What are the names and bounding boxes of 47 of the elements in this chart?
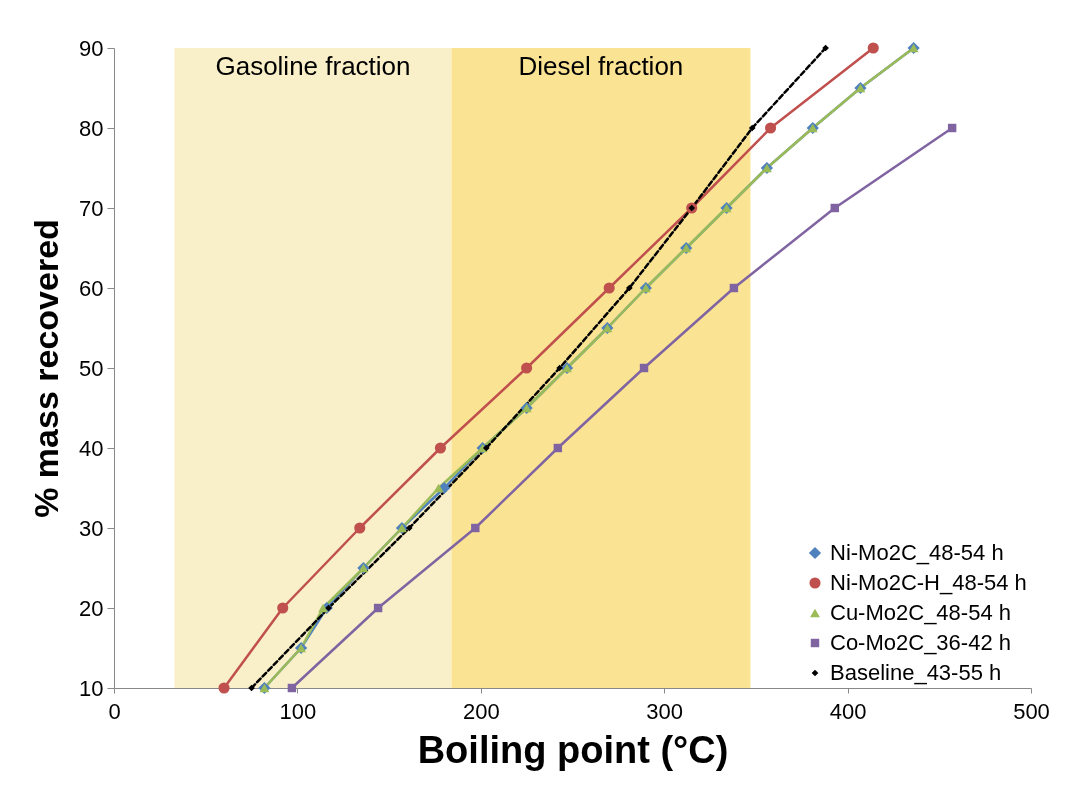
- x-tick-label: 500: [1013, 698, 1050, 724]
- y-tick-label: 40: [79, 435, 104, 461]
- y-tick-label: 30: [79, 515, 104, 541]
- legend-label: Ni-Mo2C_48-54 h: [830, 540, 1004, 565]
- x-tick-label: 100: [279, 698, 317, 724]
- point: [729, 283, 739, 293]
- x-axis-title: Boiling point (°C): [417, 728, 729, 771]
- x-tick-label: 0: [108, 698, 121, 724]
- point: [626, 284, 633, 292]
- x-tick-label: 300: [646, 698, 684, 724]
- point: [433, 483, 444, 493]
- point: [287, 683, 297, 693]
- y-axis-title: % mass recovered: [27, 219, 66, 518]
- legend-label: Ni-Mo2C-H_48-54 h: [830, 570, 1027, 595]
- point: [373, 603, 383, 613]
- y-tick-label: 60: [79, 275, 104, 301]
- point: [471, 523, 480, 533]
- legend-label: Baseline_43-55 h: [830, 660, 1002, 685]
- y-tick-label: 80: [79, 115, 104, 141]
- point: [748, 124, 756, 132]
- point: [603, 282, 615, 294]
- band-label: Gasoline fraction: [215, 51, 411, 81]
- point: [867, 42, 879, 54]
- x-tick-label: 400: [829, 698, 867, 724]
- band-label: Diesel fraction: [518, 51, 684, 81]
- point: [218, 682, 230, 694]
- point: [556, 364, 564, 372]
- y-tick-label: 90: [79, 35, 104, 61]
- point: [434, 442, 447, 454]
- point: [947, 123, 957, 133]
- y-tick-label: 50: [79, 355, 104, 381]
- point: [553, 443, 563, 453]
- point: [277, 602, 289, 614]
- legend-label: Cu-Mo2C_48-54 h: [830, 600, 1011, 625]
- point: [830, 203, 839, 213]
- x-tick-label: 200: [462, 698, 500, 724]
- legend-label: Co-Mo2C_36-42 h: [830, 630, 1011, 655]
- point: [521, 362, 533, 374]
- y-tick-label: 20: [79, 595, 104, 621]
- y-tick-label: 10: [79, 675, 104, 701]
- point: [482, 444, 490, 452]
- point: [405, 524, 413, 532]
- point: [354, 522, 366, 534]
- point: [318, 603, 329, 613]
- point: [765, 122, 777, 134]
- y-tick-label: 70: [79, 195, 104, 221]
- point: [639, 363, 649, 373]
